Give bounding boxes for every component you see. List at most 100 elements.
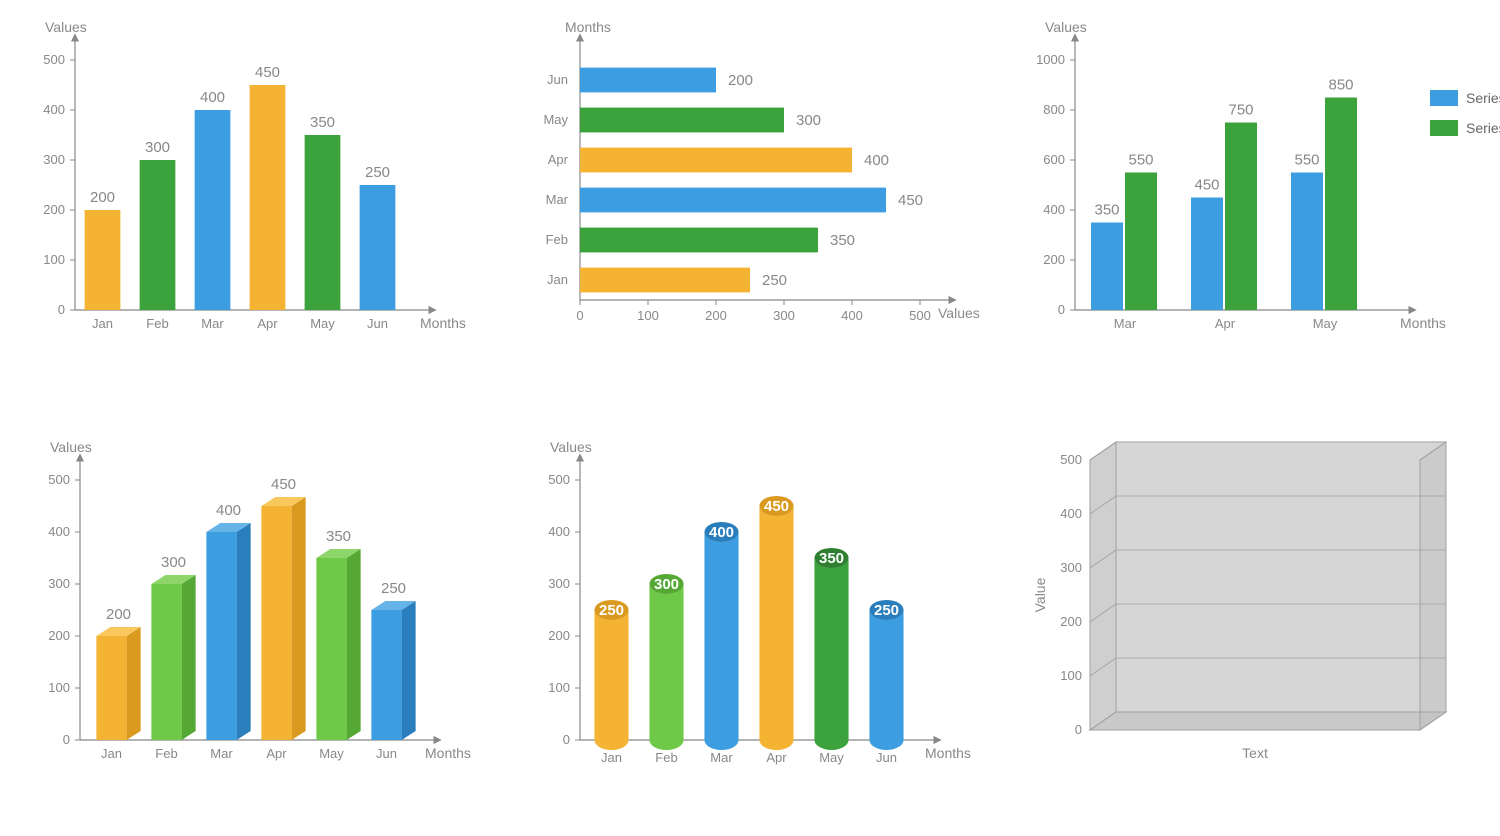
legend-swatch: [1430, 90, 1458, 106]
bar-front: [261, 506, 291, 740]
x-tick-label: Mar: [201, 316, 224, 331]
bar: [1291, 173, 1323, 311]
x-tick-label: Mar: [710, 750, 733, 765]
y-tick-label: 600: [1043, 152, 1065, 167]
left-wall: [1090, 442, 1116, 730]
x-tick-label: May: [819, 750, 844, 765]
floor: [1090, 712, 1446, 730]
y-tick-label: 400: [48, 524, 70, 539]
bar-value: 300: [796, 112, 821, 129]
grouped-bar-chart: ValuesMonths02004006008001000350550Mar45…: [1020, 20, 1500, 340]
x-tick-label: Mar: [210, 746, 233, 761]
bar-side: [127, 627, 141, 740]
bar-side: [237, 523, 251, 740]
y-tick-label: 0: [58, 302, 65, 317]
bar-value: 400: [864, 152, 889, 169]
cylinder-body: [704, 532, 738, 750]
bar-value: 450: [1194, 177, 1219, 194]
bar-value: 450: [255, 64, 280, 81]
empty-3d-box-chart: 0100200300400500ValueText: [1020, 440, 1500, 760]
bar-value: 850: [1328, 77, 1353, 94]
x-tick-label: Feb: [655, 750, 677, 765]
bar-value: 250: [874, 602, 899, 619]
bar-side: [292, 497, 306, 740]
bar: [580, 148, 852, 173]
x-tick-label: Apr: [1215, 316, 1236, 331]
cylinder-body: [649, 584, 683, 750]
x-tick-label: Feb: [155, 746, 177, 761]
bar: [305, 135, 341, 310]
bar-value: 250: [381, 580, 406, 597]
bar-value: 750: [1228, 102, 1253, 119]
x-tick-label: Apr: [766, 750, 787, 765]
bar-value: 300: [161, 554, 186, 571]
x-tick-label: 0: [576, 308, 583, 323]
bar: [580, 108, 784, 133]
bar-value: 250: [365, 164, 390, 181]
y-tick-label: 100: [548, 680, 570, 695]
x-tick-label: Jan: [92, 316, 113, 331]
bar: [580, 68, 716, 93]
bar-side: [347, 549, 361, 740]
x-tick-label: Feb: [146, 316, 168, 331]
y-tick-label: 400: [1043, 202, 1065, 217]
y-tick-label: 500: [48, 472, 70, 487]
bar: [140, 160, 176, 310]
bar-value: 250: [762, 272, 787, 289]
bar: [1325, 98, 1357, 311]
y-tick-label: 300: [43, 152, 65, 167]
cylinder-body: [594, 610, 628, 750]
bar-value: 300: [145, 139, 170, 156]
x-tick-label: May: [319, 746, 344, 761]
y-tick-label: Apr: [548, 152, 569, 167]
bar: [250, 85, 286, 310]
bar: [1225, 123, 1257, 311]
legend-label: Series 2: [1466, 120, 1500, 136]
y-axis-label: Values: [1045, 20, 1087, 35]
y-tick-label: 200: [548, 628, 570, 643]
bar-value: 350: [326, 528, 351, 545]
y-axis-label: Values: [50, 440, 92, 455]
legend-label: Series 1: [1466, 90, 1500, 106]
x-tick-label: May: [310, 316, 335, 331]
bar: [85, 210, 121, 310]
y-tick-label: 300: [548, 576, 570, 591]
right-wall: [1420, 442, 1446, 730]
x-axis-label: Values: [938, 305, 980, 321]
y-tick-label: 300: [48, 576, 70, 591]
x-tick-label: Jan: [101, 746, 122, 761]
y-tick-label: May: [543, 112, 568, 127]
x-tick-label: 100: [637, 308, 659, 323]
cylinder-body: [869, 610, 903, 750]
bar-front: [316, 558, 346, 740]
bar-3d-chart: ValuesMonths0100200300400500Jan200Feb300…: [20, 440, 480, 760]
bar: [195, 110, 231, 310]
y-tick-label: 0: [1058, 302, 1065, 317]
y-tick-label: 100: [1060, 668, 1082, 683]
x-tick-label: 400: [841, 308, 863, 323]
y-axis-label: Values: [45, 20, 87, 35]
bar: [1091, 223, 1123, 311]
bar-value: 400: [200, 89, 225, 106]
y-tick-label: 400: [43, 102, 65, 117]
x-tick-label: Apr: [257, 316, 278, 331]
y-tick-label: 400: [1060, 506, 1082, 521]
bar-value: 250: [599, 602, 624, 619]
y-tick-label: 100: [43, 252, 65, 267]
x-tick-label: May: [1313, 316, 1338, 331]
y-tick-label: 200: [1060, 614, 1082, 629]
x-tick-label: Jan: [601, 750, 622, 765]
bar: [580, 268, 750, 293]
bar-value: 400: [216, 502, 241, 519]
x-tick-label: 300: [773, 308, 795, 323]
y-tick-label: 400: [548, 524, 570, 539]
back-wall: [1116, 442, 1446, 712]
bar-value: 200: [90, 189, 115, 206]
x-axis-label: Text: [1242, 745, 1268, 761]
y-tick-label: Mar: [546, 192, 569, 207]
bar: [580, 228, 818, 253]
y-tick-label: 0: [1075, 722, 1082, 737]
y-tick-label: 800: [1043, 102, 1065, 117]
bar-front: [371, 610, 401, 740]
bar-value: 550: [1128, 152, 1153, 169]
